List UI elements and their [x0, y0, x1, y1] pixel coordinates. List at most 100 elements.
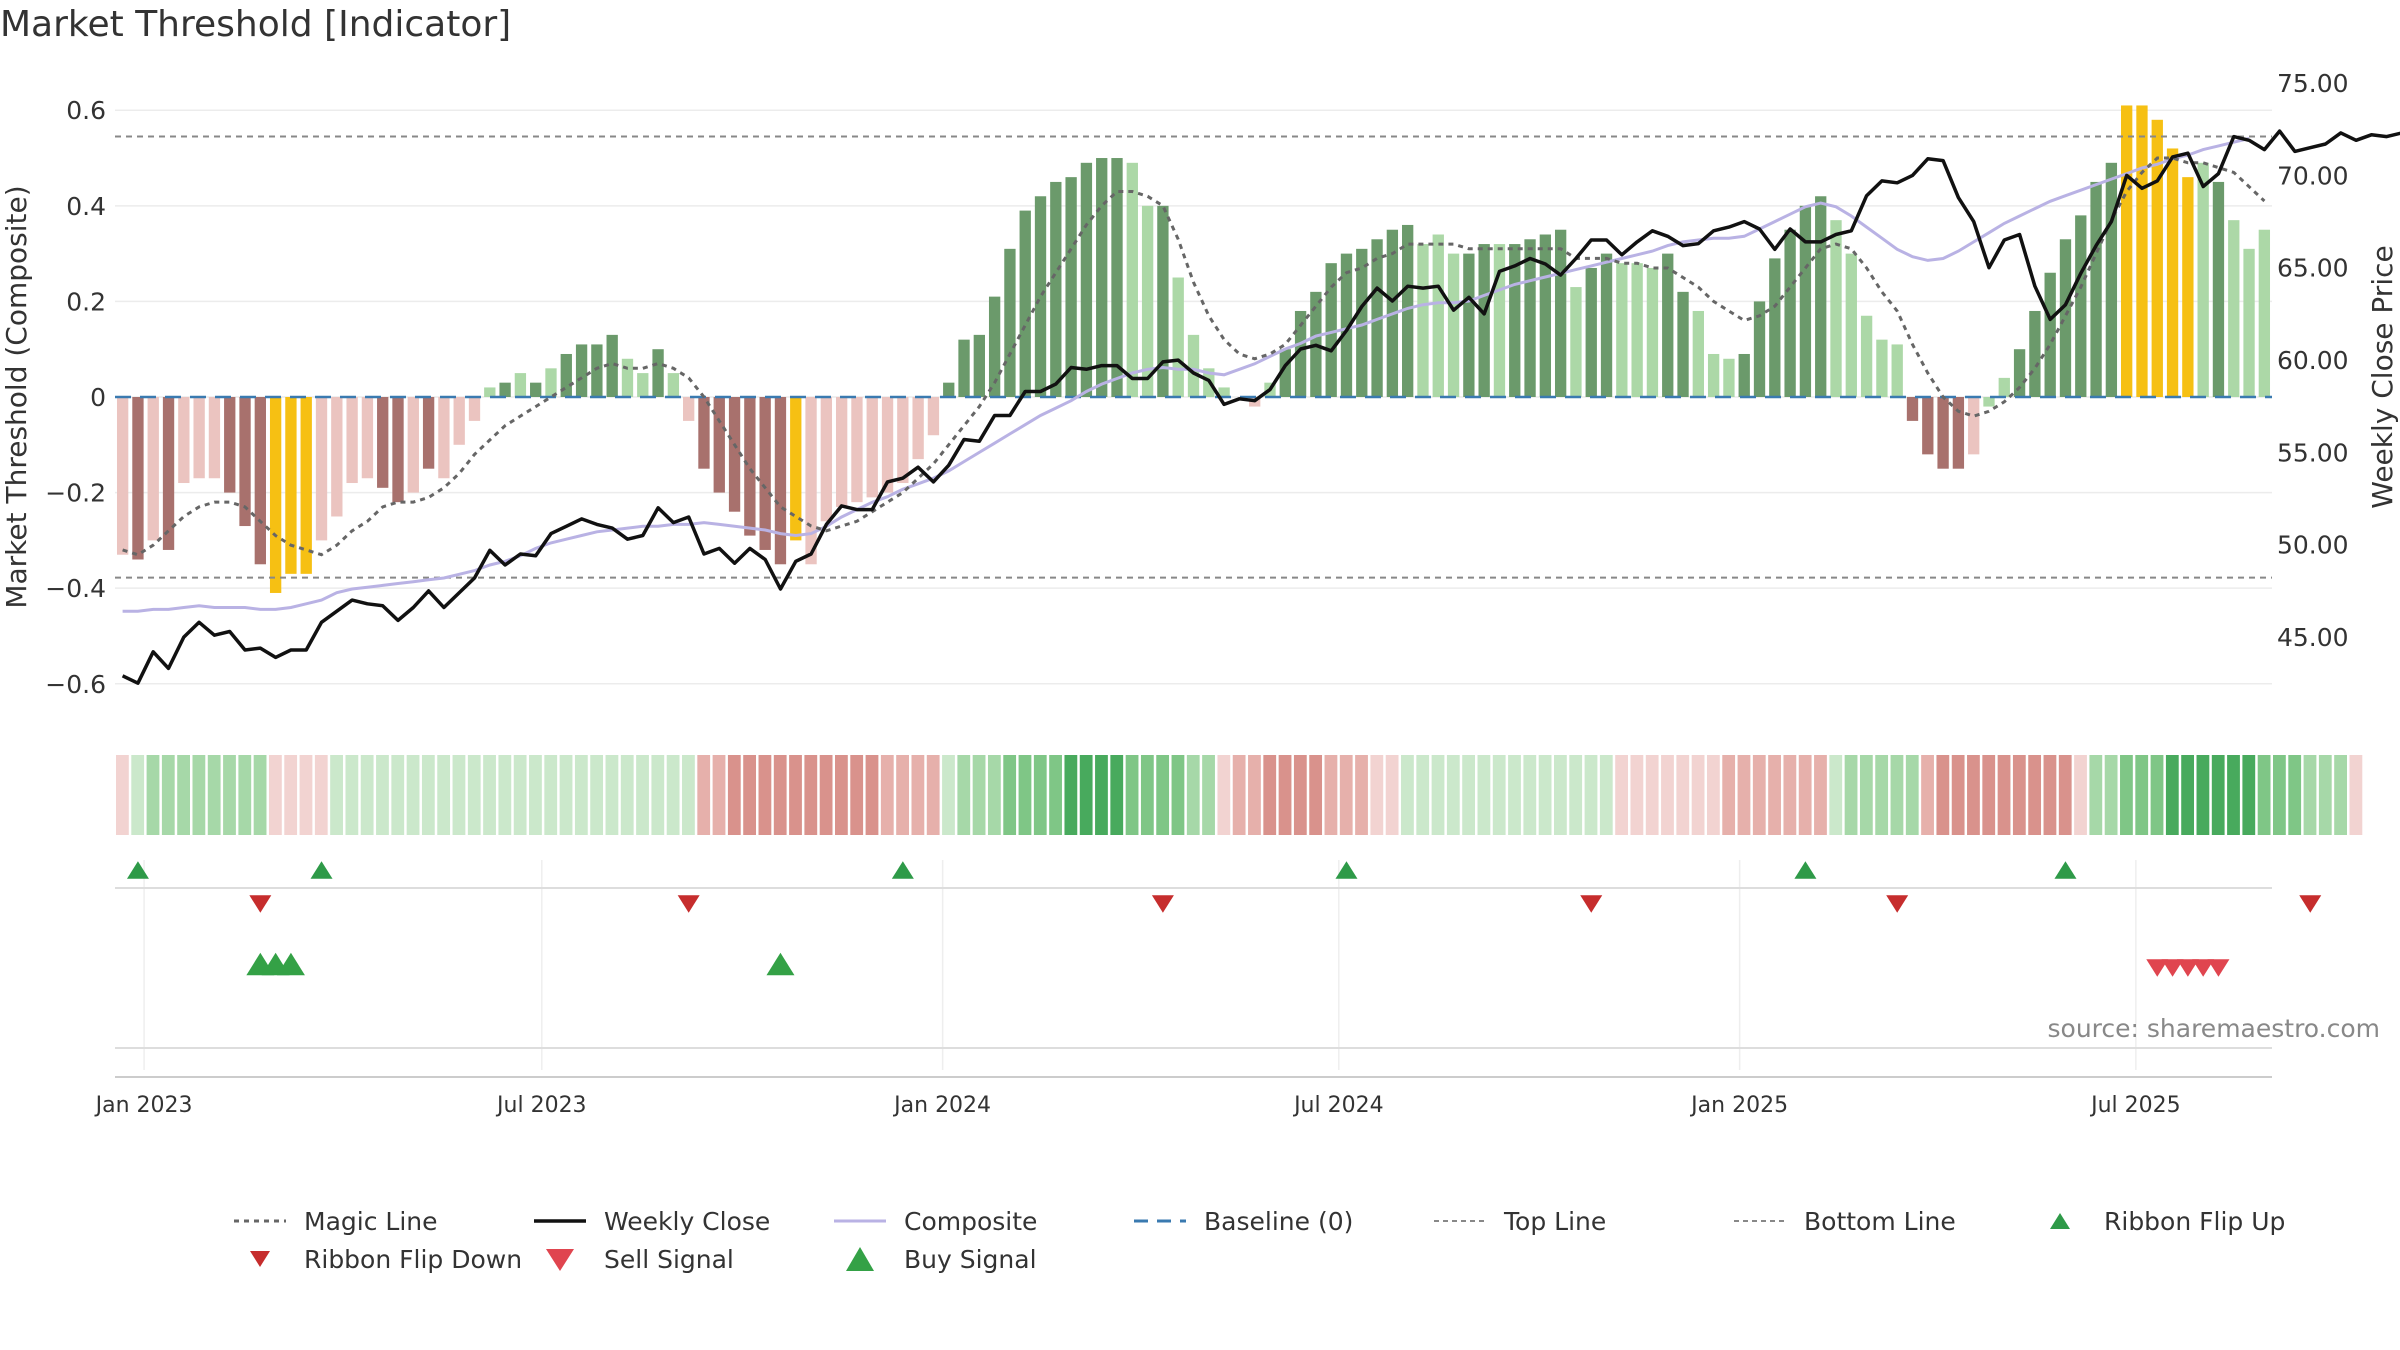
- composite-bar: [560, 353, 572, 397]
- composite-bar: [2105, 162, 2118, 397]
- ribbon-cell: [1232, 755, 1246, 835]
- ribbon-cell: [1752, 755, 1766, 835]
- composite-bar: [2166, 148, 2179, 397]
- ribbon-cell: [1645, 755, 1659, 835]
- ribbon-cell: [1431, 755, 1445, 835]
- ribbon-cell: [1263, 755, 1277, 835]
- composite-bar: [530, 382, 542, 397]
- ribbon-cell: [682, 755, 695, 835]
- ribbon-flip-down-marker: [677, 895, 700, 913]
- ribbon-cell: [544, 755, 558, 835]
- ribbon-cell: [2043, 755, 2057, 835]
- composite-bar: [591, 344, 603, 397]
- ribbon-cell: [1186, 755, 1200, 835]
- composite-bar: [912, 397, 924, 460]
- composite-bar: [575, 344, 588, 397]
- ribbon-cell: [835, 755, 848, 835]
- composite-bar: [1692, 310, 1704, 397]
- composite-bar: [1830, 220, 1842, 397]
- composite-bar: [1172, 277, 1184, 397]
- ribbon-cell: [299, 755, 313, 835]
- composite-bar: [652, 349, 664, 397]
- composite-bar: [1218, 387, 1230, 397]
- ribbon-cell: [421, 755, 435, 835]
- composite-bar: [162, 397, 175, 550]
- composite-bar: [1616, 263, 1628, 397]
- ribbon-cell: [146, 755, 160, 835]
- ribbon-cell: [804, 755, 818, 835]
- composite-bar: [453, 397, 465, 445]
- composite-bar: [1662, 253, 1674, 397]
- composite-bar: [1845, 253, 1857, 397]
- legend-symbol: [834, 1219, 886, 1223]
- composite-bar: [1860, 315, 1873, 397]
- ribbon-flip-down-marker: [249, 895, 272, 913]
- sell-signal-marker: [2146, 959, 2169, 977]
- ribbon-cell: [590, 755, 604, 835]
- composite-bar: [377, 397, 389, 488]
- legend-label: Baseline (0): [1204, 1206, 1354, 1236]
- ribbon-cell: [712, 755, 726, 835]
- legend-item-baseline: Baseline (0): [1130, 1203, 1353, 1239]
- composite-bar: [1998, 377, 2010, 397]
- ribbon-flip-up-marker: [126, 861, 149, 879]
- ribbon-cell: [1049, 755, 1062, 835]
- ribbon-cell: [1814, 755, 1827, 835]
- sell-signal-marker: [2176, 959, 2199, 977]
- y2-axis-label: Weekly Close Price: [2366, 245, 2399, 508]
- ribbon-cell: [1921, 755, 1934, 835]
- ribbon-flip-down-marker: [1886, 895, 1909, 913]
- ribbon-cell: [391, 755, 405, 835]
- composite-bar: [2212, 181, 2225, 397]
- composite-bar: [1585, 267, 1597, 397]
- ribbon-cell: [2288, 755, 2302, 835]
- composite-bar: [728, 397, 741, 512]
- composite-bar: [147, 397, 159, 541]
- composite-bar: [1906, 397, 1919, 421]
- ribbon-cell: [605, 755, 619, 835]
- weekly-close-line: [121, 129, 2400, 685]
- composite-bar: [1279, 349, 1291, 397]
- composite-bar: [331, 397, 343, 517]
- ribbon-cell: [789, 755, 802, 835]
- ribbon-cell: [192, 755, 206, 835]
- ribbon-cell: [1967, 755, 1980, 835]
- composite-bar: [1019, 210, 1031, 397]
- composite-bar: [1723, 358, 1735, 397]
- axes: 0.6 0.4 0.2 0 −0.2 −0.4 −0.6 75.00 70.00 65.00 60.…: [0, 69, 2399, 699]
- composite-bar: [1004, 248, 1016, 397]
- composite-bar: [1937, 397, 1949, 469]
- ribbon-cell: [1370, 755, 1384, 835]
- y2-tick-label: 50.00: [2277, 531, 2349, 560]
- ribbon-cell: [1890, 755, 1904, 835]
- ribbon-cell: [1599, 755, 1613, 835]
- legend-item-top: Top Line: [1430, 1203, 1606, 1239]
- ribbon-cell: [1018, 755, 1032, 835]
- legend-label: Top Line: [1504, 1206, 1607, 1236]
- ribbon-cell: [284, 755, 298, 835]
- composite-bar: [1738, 353, 1750, 397]
- legend-label: Ribbon Flip Up: [2104, 1206, 2286, 1236]
- legend-item-magic: Magic Line: [230, 1203, 438, 1239]
- ribbon-cell: [1706, 755, 1720, 835]
- composite-bar: [1141, 205, 1154, 397]
- composite-bar: [468, 397, 481, 421]
- composite-bar: [1157, 205, 1169, 397]
- ribbon-cell: [957, 755, 971, 835]
- ribbon-cell: [1355, 755, 1368, 835]
- composite-bar: [988, 296, 1001, 397]
- composite-bar: [1340, 253, 1353, 397]
- ribbon-cell: [942, 755, 955, 835]
- composite-bar: [790, 397, 802, 541]
- ribbon-cell: [972, 755, 986, 835]
- ribbon-cell: [636, 755, 649, 835]
- ribbon-cell: [1859, 755, 1873, 835]
- ribbon-strip: [116, 755, 2363, 835]
- composite-bar: [132, 397, 144, 560]
- ribbon-cell: [1003, 755, 1017, 835]
- ribbon-cell: [1997, 755, 2011, 835]
- ribbon-cell: [1446, 755, 1460, 835]
- ribbon-cell: [2211, 755, 2225, 835]
- composite-bar: [422, 397, 435, 469]
- composite-bar: [269, 397, 282, 593]
